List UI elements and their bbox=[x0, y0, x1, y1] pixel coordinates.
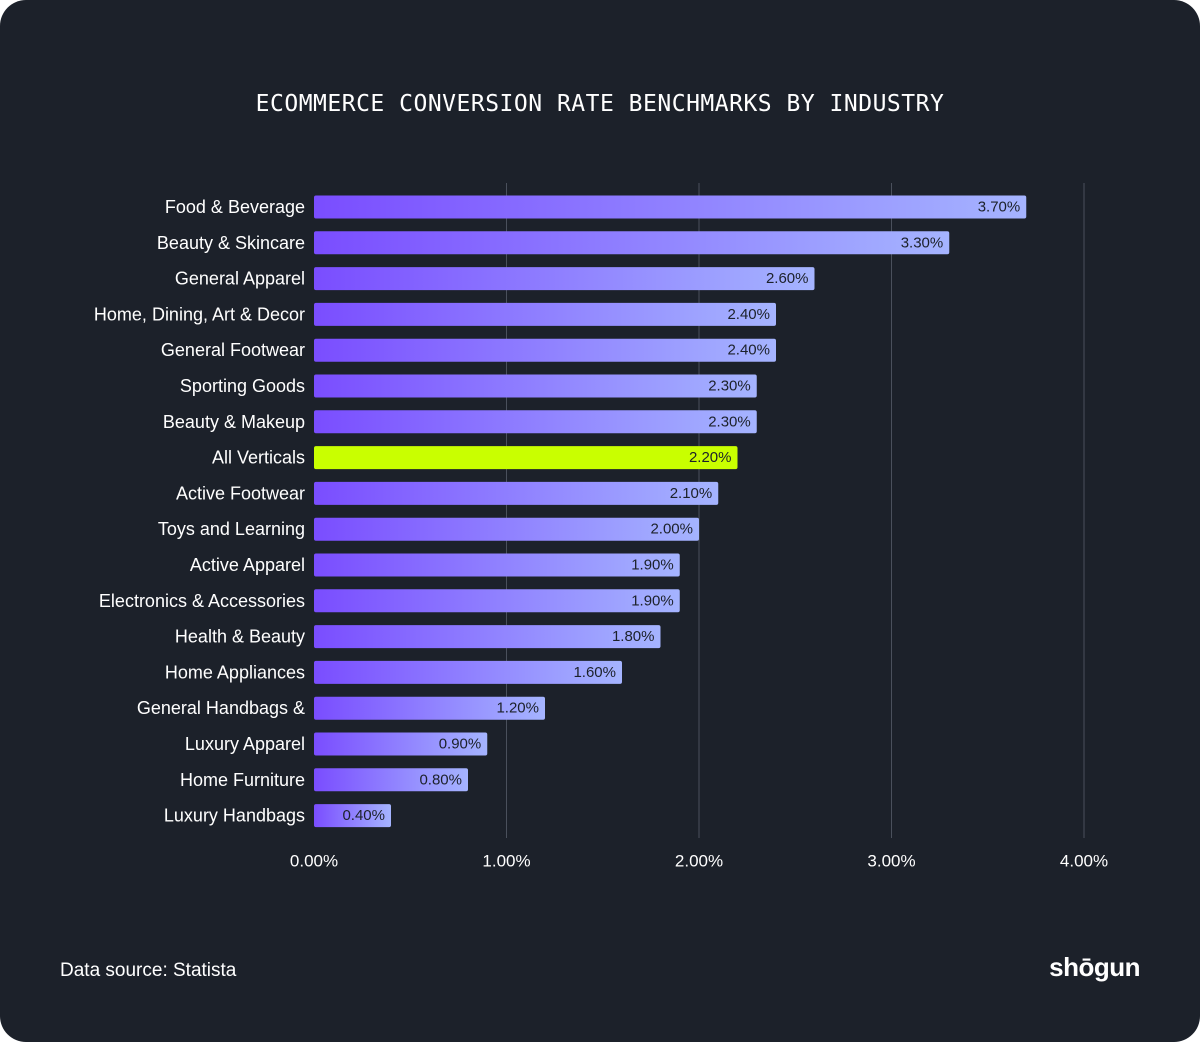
bar bbox=[314, 338, 776, 362]
bar bbox=[314, 589, 680, 613]
category-label: General Apparel bbox=[175, 269, 305, 289]
data-label: 2.00% bbox=[650, 521, 693, 538]
data-label: 3.70% bbox=[978, 199, 1021, 216]
data-label: 0.40% bbox=[342, 807, 385, 824]
category-label: Home Furniture bbox=[180, 770, 305, 790]
data-label: 1.90% bbox=[631, 557, 674, 574]
category-label: Luxury Handbags bbox=[164, 806, 305, 826]
x-tick-label: 4.00% bbox=[1060, 852, 1108, 871]
data-label: 2.60% bbox=[766, 270, 809, 287]
x-tick-label: 1.00% bbox=[482, 852, 530, 871]
bar bbox=[314, 267, 815, 291]
bar bbox=[314, 374, 757, 398]
data-label: 2.40% bbox=[727, 306, 770, 323]
data-label: 0.90% bbox=[439, 736, 482, 753]
bar bbox=[314, 195, 1027, 219]
bar bbox=[314, 768, 468, 792]
category-label: General Handbags & bbox=[137, 698, 305, 718]
x-tick-label: 3.00% bbox=[867, 852, 915, 871]
category-label: Sporting Goods bbox=[180, 376, 305, 396]
x-tick-label: 2.00% bbox=[675, 852, 723, 871]
bar bbox=[314, 481, 719, 505]
category-label: Beauty & Skincare bbox=[157, 233, 305, 253]
category-label: Home, Dining, Art & Decor bbox=[94, 304, 305, 324]
chart-title: ECOMMERCE CONVERSION RATE BENCHMARKS BY … bbox=[255, 91, 945, 117]
bar bbox=[314, 553, 680, 577]
category-label: Beauty & Makeup bbox=[163, 412, 305, 432]
bar bbox=[314, 660, 622, 684]
data-label: 2.40% bbox=[727, 342, 770, 359]
x-tick-label: 0.00% bbox=[290, 852, 338, 871]
category-label: Toys and Learning bbox=[158, 519, 305, 539]
data-label: 2.30% bbox=[708, 378, 751, 395]
bar bbox=[314, 302, 776, 326]
data-label: 0.80% bbox=[419, 771, 462, 788]
bar bbox=[314, 696, 545, 720]
data-label: 2.20% bbox=[689, 449, 732, 466]
category-label: Active Apparel bbox=[190, 555, 305, 575]
bar bbox=[314, 410, 757, 434]
data-label: 1.90% bbox=[631, 592, 674, 609]
data-label: 2.10% bbox=[670, 485, 713, 502]
category-label: Health & Beauty bbox=[175, 627, 305, 647]
category-label: Food & Beverage bbox=[165, 197, 305, 217]
highlight-bar bbox=[314, 446, 738, 470]
data-label: 3.30% bbox=[901, 234, 944, 251]
bar bbox=[314, 732, 488, 756]
category-label: Luxury Apparel bbox=[185, 734, 305, 754]
data-label: 1.80% bbox=[612, 628, 655, 645]
bar bbox=[314, 625, 661, 649]
data-label: 1.20% bbox=[496, 700, 539, 717]
data-label: 1.60% bbox=[573, 664, 616, 681]
brand-logo: shōgun bbox=[1049, 952, 1140, 982]
bar bbox=[314, 804, 391, 828]
category-label: Electronics & Accessories bbox=[99, 591, 305, 611]
category-label: General Footwear bbox=[161, 340, 305, 360]
bar bbox=[314, 231, 950, 255]
category-label: All Verticals bbox=[212, 448, 305, 468]
data-label: 2.30% bbox=[708, 413, 751, 430]
bar bbox=[314, 517, 699, 541]
data-source: Data source: Statista bbox=[60, 960, 237, 981]
category-label: Home Appliances bbox=[165, 662, 305, 682]
category-label: Active Footwear bbox=[176, 483, 305, 503]
